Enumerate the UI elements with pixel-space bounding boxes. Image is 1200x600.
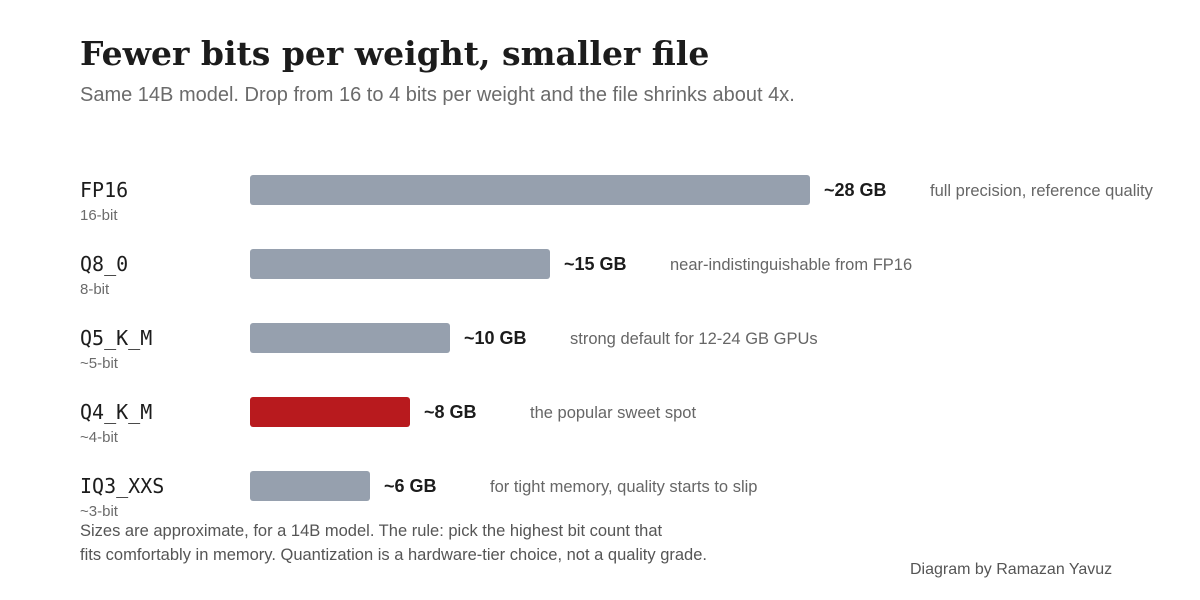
value-label: ~15 GB xyxy=(564,254,627,274)
bit-depth-label: 16-bit xyxy=(80,207,118,224)
value-label: ~28 GB xyxy=(824,180,887,200)
footnote-line-2: fits comfortably in memory. Quantization… xyxy=(80,546,707,564)
value-label: ~8 GB xyxy=(424,402,477,422)
chart-title: Fewer bits per weight, smaller file xyxy=(80,34,710,73)
annotation-text: near-indistinguishable from FP16 xyxy=(670,256,912,274)
category-label: Q8_0 xyxy=(80,252,128,276)
value-label: ~6 GB xyxy=(384,476,437,496)
bit-depth-label: ~5-bit xyxy=(80,355,119,372)
bar-highlight xyxy=(250,397,410,427)
bit-depth-label: ~3-bit xyxy=(80,503,119,520)
annotation-text: for tight memory, quality starts to slip xyxy=(490,478,757,496)
annotation-text: strong default for 12-24 GB GPUs xyxy=(570,330,818,348)
bit-depth-label: 8-bit xyxy=(80,281,110,298)
category-label: IQ3_XXS xyxy=(80,474,164,498)
bar xyxy=(250,323,450,353)
chart-subtitle: Same 14B model. Drop from 16 to 4 bits p… xyxy=(80,84,795,106)
value-label: ~10 GB xyxy=(464,328,527,348)
bar xyxy=(250,249,550,279)
bar xyxy=(250,471,370,501)
bit-depth-label: ~4-bit xyxy=(80,429,119,446)
footnote-line-1: Sizes are approximate, for a 14B model. … xyxy=(80,522,663,540)
category-label: FP16 xyxy=(80,178,128,202)
annotation-text: the popular sweet spot xyxy=(530,404,696,422)
category-label: Q5_K_M xyxy=(80,326,152,350)
bar xyxy=(250,175,810,205)
footnote: Sizes are approximate, for a 14B model. … xyxy=(80,519,707,567)
annotation-text: full precision, reference quality xyxy=(930,182,1154,200)
category-label: Q4_K_M xyxy=(80,400,152,424)
diagram-credit: Diagram by Ramazan Yavuz xyxy=(910,561,1113,578)
